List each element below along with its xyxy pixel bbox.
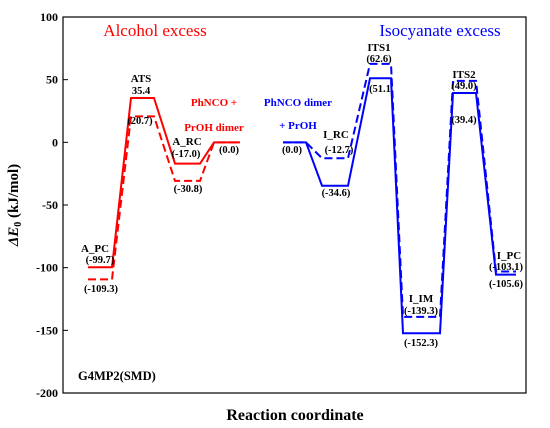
y-axis-label: ΔE0 (kJ/mol)	[6, 164, 24, 247]
y-tick-label: -100	[36, 261, 58, 275]
y-tick-label: -150	[36, 323, 58, 337]
value-label-i-im-solid: (-152.3)	[404, 338, 439, 349]
value-label-i-im-dashed: (-139.3)	[404, 306, 439, 317]
value-label-ats-solid: 35.4	[132, 86, 151, 97]
method-label: G4MP2(SMD)	[78, 369, 156, 383]
sp-label-i-pc: I_PC	[497, 250, 522, 262]
value-label-a-rc-solid: (-17.0)	[172, 149, 201, 160]
sp-label-ats: ATS	[131, 73, 152, 85]
y-axis-ticks: 100 50 0 -50 -100 -150 -200	[36, 10, 68, 400]
isocyanate-profile-dashed	[283, 62, 516, 318]
value-label-a-pc-solid: (-99.7)	[86, 255, 115, 266]
value-label-a-rc-dashed: (-30.8)	[174, 184, 203, 195]
alcohol-reactant-label-2: PrOH dimer	[184, 122, 244, 134]
sp-label-its2: ITS2	[452, 69, 476, 81]
value-label-alcohol-reactant: (0.0)	[219, 145, 240, 156]
panel-title-alcohol: Alcohol excess	[103, 21, 206, 40]
sp-label-i-rc: I_RC	[323, 129, 349, 141]
value-label-a-pc-dashed: (-109.3)	[84, 284, 119, 295]
y-axis-label-suffix: (kJ/mol)	[6, 164, 22, 222]
value-label-i-rc-dashed: (-12.7)	[325, 145, 354, 156]
sp-label-its1: ITS1	[367, 42, 390, 54]
value-label-its1-dashed: (62.6)	[366, 54, 392, 65]
alcohol-profile-dashed	[88, 115, 240, 281]
sp-label-a-rc: A_RC	[172, 136, 201, 148]
value-label-i-pc-dashed: (-103.1)	[489, 262, 524, 273]
value-label-i-rc-solid: (-34.6)	[322, 188, 351, 199]
value-label-its1-solid: (51.1	[369, 84, 391, 95]
isocyanate-reactant-label-1: PhNCO dimer	[264, 97, 332, 109]
isocyanate-reactant-label-2: + PrOH	[279, 120, 317, 132]
value-label-its2-solid: (39.4)	[451, 115, 477, 126]
y-axis-label-sub: 0	[13, 222, 24, 227]
y-tick-label: 0	[52, 135, 58, 149]
x-axis-label: Reaction coordinate	[226, 407, 363, 424]
sp-label-i-im: I_IM	[409, 293, 434, 305]
y-tick-label: -200	[36, 386, 58, 400]
value-label-ats-dashed: (20.7)	[127, 116, 153, 127]
value-label-its2-dashed: (49.0)	[451, 81, 477, 92]
sp-label-a-pc: A_PC	[81, 243, 109, 255]
value-label-isocyanate-reactant: (0.0)	[282, 145, 303, 156]
alcohol-reactant-label-1: PhNCO +	[191, 97, 237, 109]
panel-title-isocyanate: Isocyanate excess	[379, 21, 500, 40]
value-label-i-pc-solid: (-105.6)	[489, 279, 524, 290]
y-tick-label: 100	[40, 10, 58, 24]
y-tick-label: -50	[42, 198, 58, 212]
isocyanate-profile-solid	[283, 77, 516, 335]
y-axis-label-prefix: ΔE	[6, 227, 22, 247]
y-tick-label: 50	[46, 73, 58, 87]
series-layer	[88, 62, 516, 335]
